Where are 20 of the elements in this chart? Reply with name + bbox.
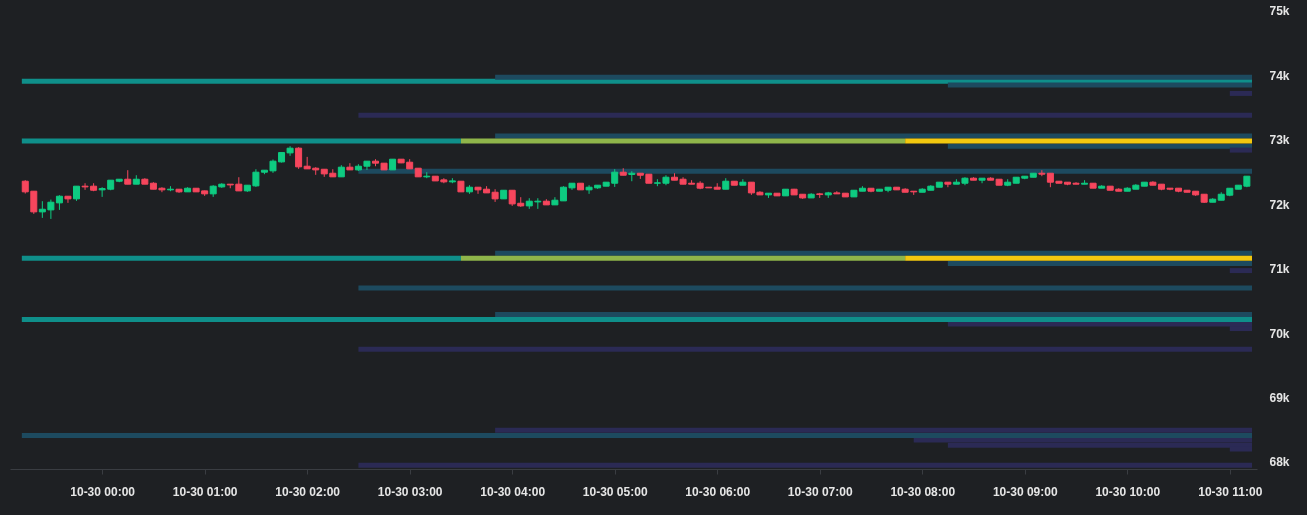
x-tick-label: 10-30 11:00 xyxy=(1198,484,1263,499)
y-tick-label: 75k xyxy=(1269,4,1290,19)
x-tick-label: 10-30 10:00 xyxy=(1095,484,1161,499)
x-tick-label: 10-30 01:00 xyxy=(172,484,238,499)
x-tick-label: 10-30 03:00 xyxy=(377,484,443,499)
x-tick-label: 10-30 04:00 xyxy=(480,484,546,499)
y-tick-label: 68k xyxy=(1269,455,1290,470)
x-tick-label: 10-30 07:00 xyxy=(787,484,853,499)
x-tick-label: 10-30 06:00 xyxy=(685,484,751,499)
y-tick-label: 73k xyxy=(1269,133,1290,148)
x-tick-label: 10-30 05:00 xyxy=(582,484,648,499)
y-tick-label: 71k xyxy=(1269,262,1290,277)
x-tick-label: 10-30 09:00 xyxy=(992,484,1058,499)
x-tick-label: 10-30 08:00 xyxy=(890,484,956,499)
y-tick-label: 70k xyxy=(1269,326,1290,341)
x-tick-label: 10-30 00:00 xyxy=(70,484,136,499)
y-tick-label: 74k xyxy=(1269,68,1290,83)
x-tick-label: 10-30 02:00 xyxy=(275,484,341,499)
y-tick-label: 72k xyxy=(1269,197,1290,212)
y-tick-label: 69k xyxy=(1269,390,1290,405)
